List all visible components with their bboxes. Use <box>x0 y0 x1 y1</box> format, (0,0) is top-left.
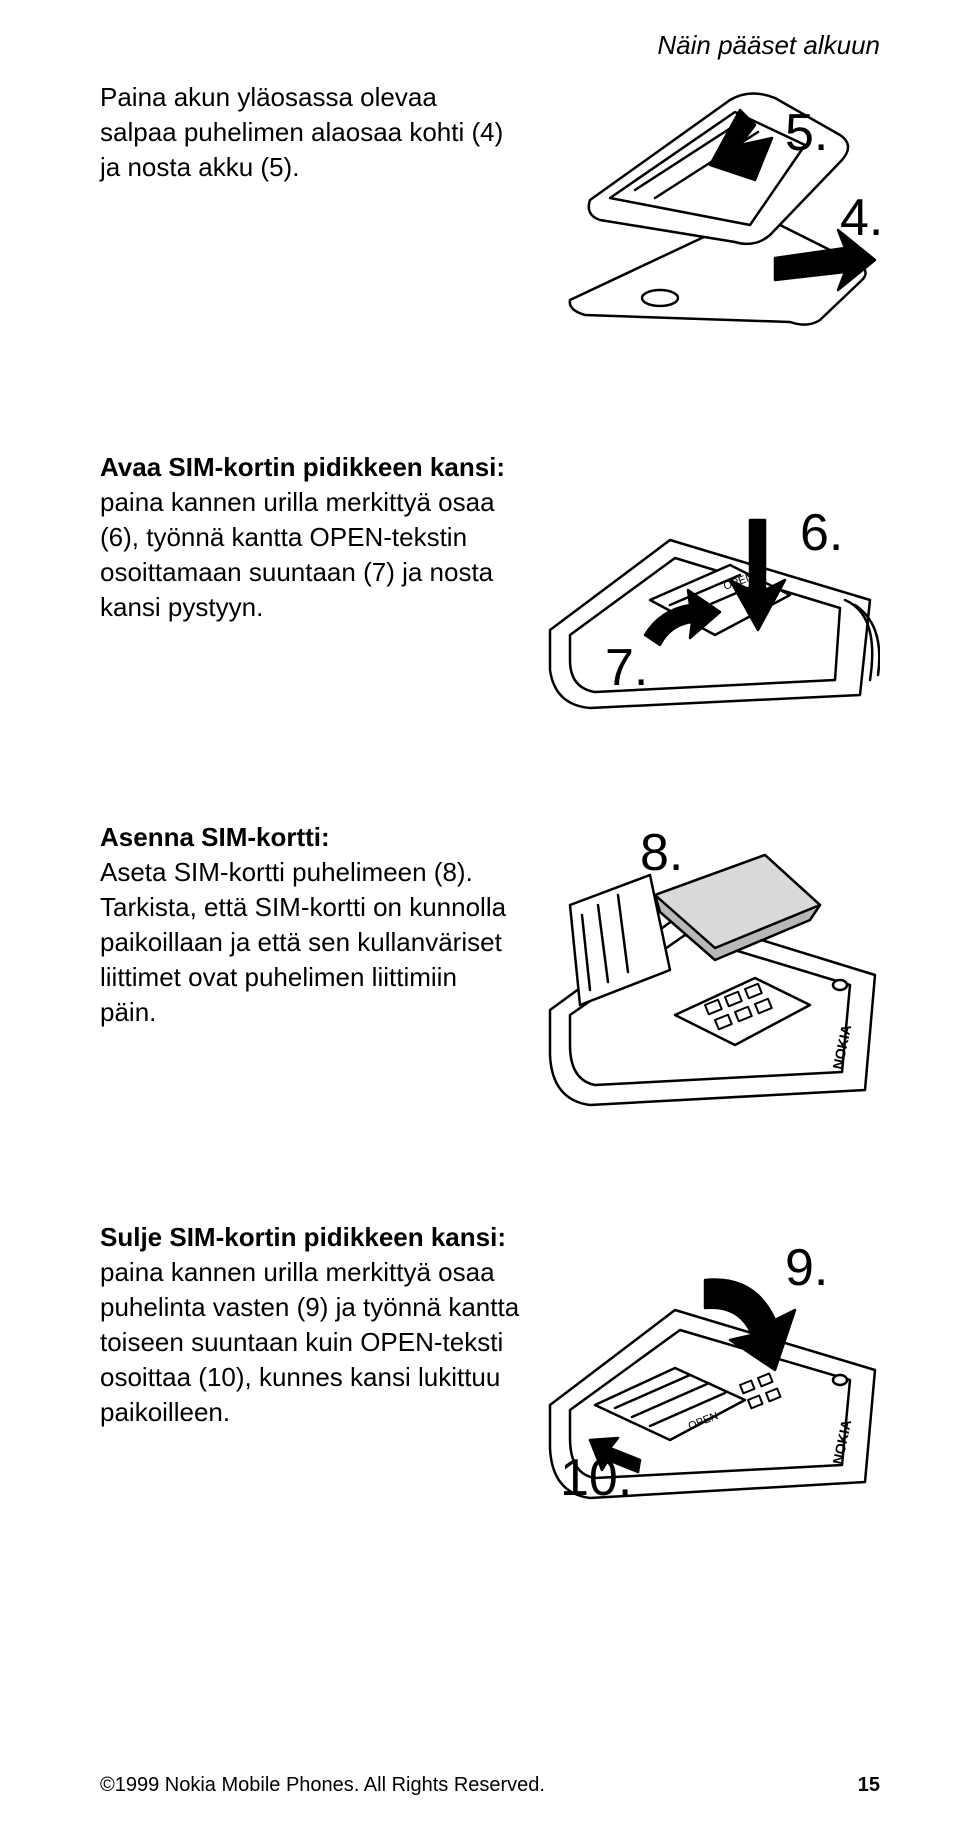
section-4-image-col: OPEN <box>520 1220 880 1500</box>
page-footer: ©1999 Nokia Mobile Phones. All Rights Re… <box>100 1774 880 1797</box>
label-7: 7. <box>605 639 648 697</box>
label-9: 9. <box>785 1239 828 1297</box>
section-2-text: Avaa SIM-kortin pidikkeen kansi: paina k… <box>100 450 520 625</box>
section-3-bold: Asenna SIM-kortti: <box>100 822 330 852</box>
page-header: Näin pääset alkuun <box>657 30 880 61</box>
footer-copyright: ©1999 Nokia Mobile Phones. All Rights Re… <box>100 1774 545 1797</box>
section-2-image-col: OPEN 6. 7. <box>520 450 880 710</box>
section-1-text: Paina akun yläosassa olevaa salpaa puhel… <box>100 80 520 185</box>
section-2-body: paina kannen urilla merkittyä osaa (6), … <box>100 487 495 622</box>
sim-cover-close-illustration: OPEN <box>540 1220 880 1500</box>
section-4-body: paina kannen urilla merkittyä osaa puhel… <box>100 1257 519 1427</box>
sim-insert-illustration: NOKIA 8. <box>540 820 880 1110</box>
label-10: 10. <box>560 1449 632 1500</box>
section-4-bold: Sulje SIM-kortin pidikkeen kansi: <box>100 1222 506 1252</box>
section-2-bold: Avaa SIM-kortin pidikkeen kansi: <box>100 452 505 482</box>
section-3-image-col: NOKIA 8. <box>520 820 880 1110</box>
footer-page-number: 15 <box>858 1774 880 1797</box>
section-1: Paina akun yläosassa olevaa salpaa puhel… <box>100 80 880 340</box>
section-2: Avaa SIM-kortin pidikkeen kansi: paina k… <box>100 450 880 710</box>
label-8: 8. <box>640 824 683 882</box>
section-1-body: Paina akun yläosassa olevaa salpaa puhel… <box>100 82 503 182</box>
section-1-image-col: 5. 4. <box>520 80 880 340</box>
section-4-text: Sulje SIM-kortin pidikkeen kansi: paina … <box>100 1220 520 1431</box>
section-3-text: Asenna SIM-kortti: Aseta SIM-kortti puhe… <box>100 820 520 1031</box>
sim-cover-open-illustration: OPEN 6. 7. <box>540 450 880 710</box>
section-3-body: Aseta SIM-kortti puhelimeen (8). Tarkist… <box>100 857 506 1027</box>
label-6: 6. <box>800 504 843 562</box>
section-4: Sulje SIM-kortin pidikkeen kansi: paina … <box>100 1220 880 1500</box>
section-3: Asenna SIM-kortti: Aseta SIM-kortti puhe… <box>100 820 880 1110</box>
phone-battery-illustration: 5. 4. <box>540 80 880 340</box>
label-5: 5. <box>785 104 828 162</box>
label-4: 4. <box>840 189 880 247</box>
